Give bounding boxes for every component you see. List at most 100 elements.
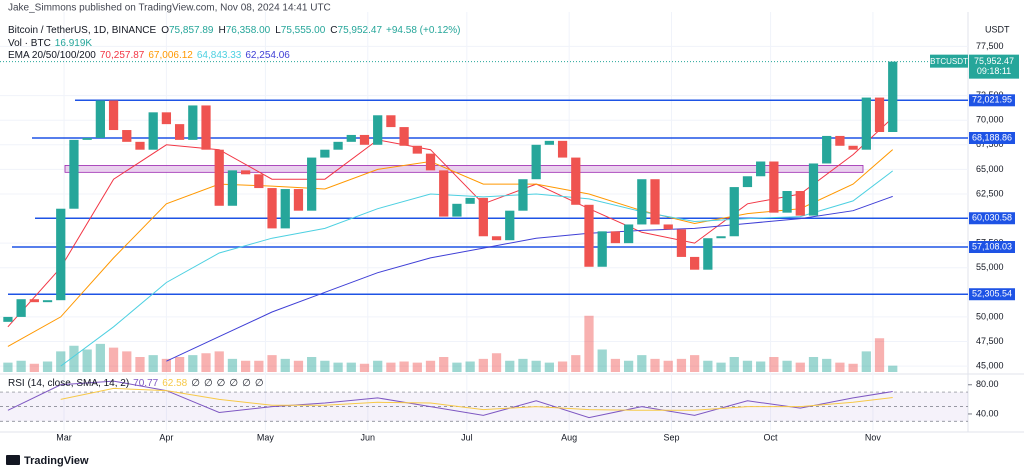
candle-body xyxy=(333,141,343,150)
candle-body xyxy=(16,299,26,317)
legend-item: ∅ xyxy=(229,378,238,389)
candle-body xyxy=(293,189,304,211)
volume-bar xyxy=(148,355,158,372)
volume-bar xyxy=(782,360,792,372)
candle-body xyxy=(742,176,753,188)
footer: TradingView xyxy=(6,455,89,467)
brand: TradingView xyxy=(24,455,89,467)
level-label: 57,108.03 xyxy=(972,241,1012,251)
level-tag xyxy=(969,94,1015,107)
candle-body xyxy=(82,137,92,140)
y-tick-label: 45,000 xyxy=(976,360,1004,370)
x-tick-label: May xyxy=(257,432,275,442)
candle-body xyxy=(359,134,370,145)
candle-body xyxy=(505,210,515,241)
volume-bar xyxy=(888,365,898,372)
x-tick-label: Jul xyxy=(461,432,473,442)
volume-bar xyxy=(346,362,356,372)
x-tick-label: Jun xyxy=(361,432,376,442)
legend: RSI (14, close, SMA, 14, 2) 70.77 62.58 ∅ ∅ ∅… xyxy=(8,378,264,389)
volume-bar xyxy=(359,363,370,372)
volume-bar xyxy=(69,345,79,372)
volume-bar xyxy=(756,361,766,372)
logo xyxy=(6,455,20,465)
volume-bar xyxy=(95,343,105,372)
volume-bar xyxy=(3,362,13,372)
candle-body xyxy=(782,191,792,213)
volume-bar xyxy=(254,360,264,372)
volume-bar xyxy=(874,338,885,372)
candle-body xyxy=(267,188,277,229)
ema-line xyxy=(60,170,894,367)
candle-body xyxy=(835,135,845,146)
level-label: 60,030.58 xyxy=(972,213,1012,223)
volume-bar xyxy=(690,355,700,372)
legend-item: ∅ xyxy=(191,378,200,389)
volume-bar xyxy=(108,347,119,372)
candle-body xyxy=(663,224,673,230)
candle-body xyxy=(439,170,449,217)
volume-bar xyxy=(267,355,277,372)
volume-bar xyxy=(478,358,488,372)
price-tag-value: 75,952.47 xyxy=(974,56,1014,66)
y-tick-label: 55,000 xyxy=(976,262,1004,272)
candle-body xyxy=(148,112,158,150)
candle-body xyxy=(214,149,224,206)
volume-bar xyxy=(584,315,594,372)
candle-body xyxy=(56,208,66,301)
legend-item: 64,843.33 xyxy=(197,50,242,61)
volume-bar xyxy=(491,353,502,372)
level-tag xyxy=(969,212,1015,225)
legend: Vol · BTC 16.919K xyxy=(8,38,92,49)
volume-bar xyxy=(610,358,621,372)
candle-body xyxy=(756,161,766,177)
candle-body xyxy=(174,124,185,140)
volume-bar xyxy=(663,360,673,372)
candle-body xyxy=(690,256,700,270)
volume-bar xyxy=(56,351,66,372)
y-tick-label: 47,500 xyxy=(976,336,1004,346)
zone xyxy=(64,165,864,173)
legend-item: 62.58 xyxy=(162,378,187,389)
legend-item: EMA 20/50/100/200 xyxy=(8,50,96,61)
volume-bar xyxy=(835,362,845,372)
candle-body xyxy=(161,112,172,125)
y-tick-label: 50,000 xyxy=(976,311,1004,321)
legend-item: 75,555.00 xyxy=(281,25,326,36)
candle-body xyxy=(42,300,53,303)
volume-bar xyxy=(822,358,832,372)
candle-body xyxy=(425,153,436,171)
candle-body xyxy=(373,115,383,145)
ema-line xyxy=(7,117,894,328)
candle-body xyxy=(637,179,647,225)
legend-item: 75,952.47 xyxy=(338,25,383,36)
axis-unit: USDT xyxy=(985,24,1010,34)
volume-bar xyxy=(320,360,330,372)
legend-item: 67,006.12 xyxy=(148,50,193,61)
volume-bar xyxy=(412,362,422,372)
legend-item: 75,857.89 xyxy=(169,25,214,36)
x-tick-label: Mar xyxy=(56,432,72,442)
price-tag-countdown: 09:18:11 xyxy=(977,66,1011,76)
candle-body xyxy=(399,127,409,146)
volume-bar xyxy=(729,357,739,372)
level-tag xyxy=(969,241,1015,254)
candle-body xyxy=(584,204,594,267)
volume-bar xyxy=(241,360,251,372)
volume-bar xyxy=(742,360,753,372)
legend-item: C xyxy=(330,25,337,36)
level-tag xyxy=(969,132,1015,145)
volume-bar xyxy=(439,357,449,372)
rsi-line xyxy=(7,380,893,419)
volume-bar xyxy=(399,361,409,372)
candle-body xyxy=(729,187,739,237)
legend-item: ∅ xyxy=(255,378,264,389)
candle-body xyxy=(122,130,132,142)
volume-bar xyxy=(386,362,396,372)
candle-body xyxy=(346,134,356,142)
candle-body xyxy=(874,97,885,132)
candle-body xyxy=(254,174,264,189)
x-tick-label: Nov xyxy=(865,432,882,442)
rsi-tick-label: 40.00 xyxy=(976,408,999,418)
symbol-tag xyxy=(930,54,968,68)
